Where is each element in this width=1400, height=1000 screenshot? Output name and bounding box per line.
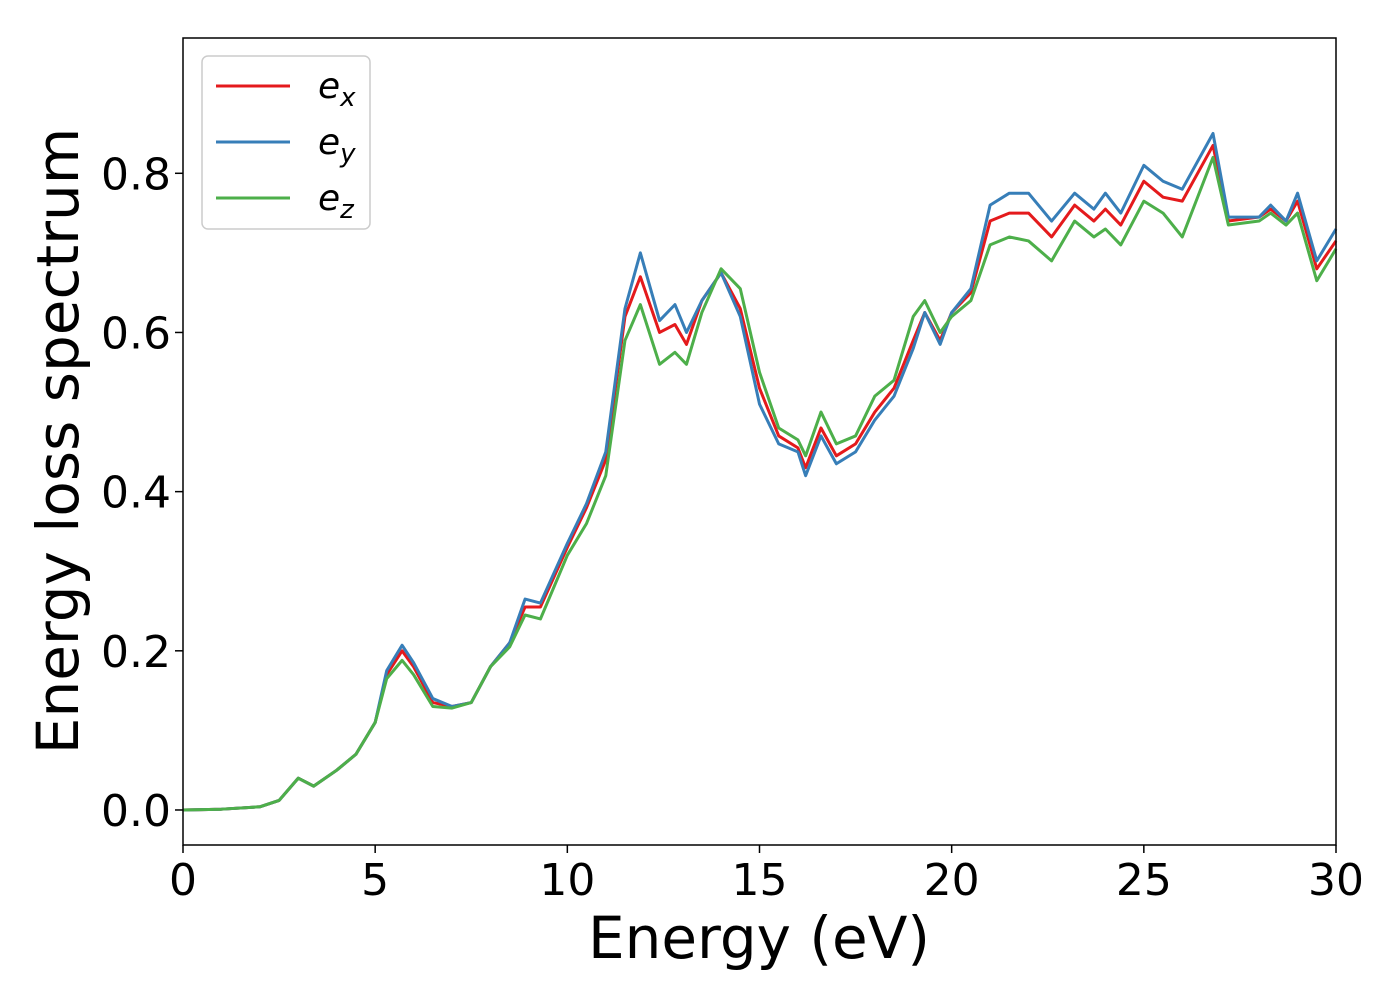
series-line bbox=[182, 132, 1338, 812]
x-tick-label: 10 bbox=[539, 855, 595, 906]
x-tick-label: 20 bbox=[924, 855, 980, 906]
series-line bbox=[182, 155, 1338, 812]
x-tick-label: 15 bbox=[732, 855, 788, 906]
x-axis-label: Energy (eV) bbox=[588, 904, 930, 972]
x-tick-label: 30 bbox=[1308, 855, 1364, 906]
y-tick-label: 0.8 bbox=[101, 149, 171, 200]
legend-label: ex bbox=[318, 66, 356, 113]
y-tick-label: 0.0 bbox=[101, 786, 171, 837]
x-tick-label: 0 bbox=[169, 855, 197, 906]
plot-frame bbox=[182, 37, 1337, 846]
y-axis-label: Energy loss spectrum bbox=[24, 128, 92, 754]
y-tick-label: 0.6 bbox=[101, 308, 171, 359]
x-tick-label: 25 bbox=[1116, 855, 1172, 906]
legend-label: ez bbox=[318, 178, 355, 225]
y-tick-label: 0.2 bbox=[101, 627, 171, 678]
legend-label: ey bbox=[318, 122, 356, 169]
series-line bbox=[182, 143, 1338, 812]
y-tick-label: 0.4 bbox=[101, 468, 171, 519]
x-tick-label: 5 bbox=[361, 855, 389, 906]
